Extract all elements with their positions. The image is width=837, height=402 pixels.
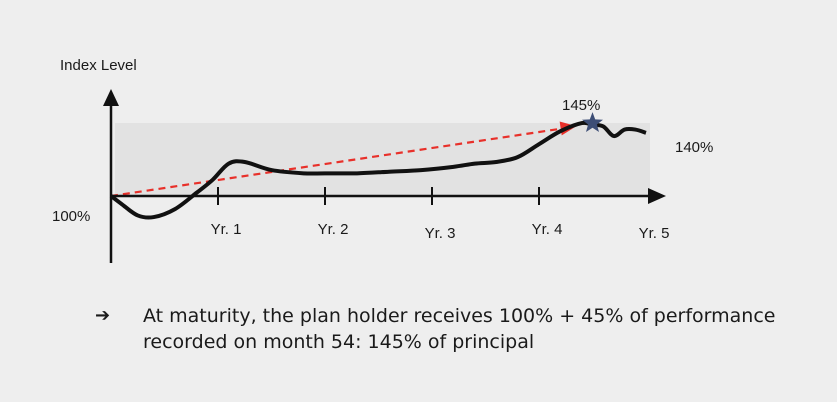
peak-star-marker — [582, 112, 603, 132]
index-line — [109, 120, 647, 220]
y-axis-label: Index Level — [60, 57, 137, 74]
end-value-label: 140% — [675, 139, 713, 156]
x-axis-arrow — [648, 188, 666, 204]
marker-label: 145% — [562, 97, 600, 114]
x-tick-label: Yr. 3 — [425, 225, 456, 242]
x-tick-label: Yr. 4 — [532, 221, 563, 238]
y-axis-arrow — [103, 89, 119, 106]
trend-arrow-line — [110, 126, 569, 198]
x-tick-label: Yr. 5 — [639, 225, 670, 242]
caption-text: At maturity, the plan holder receives 10… — [143, 305, 776, 353]
x-tick-label: Yr. 1 — [211, 221, 242, 238]
arrow-bullet-icon: ➔ — [95, 305, 111, 326]
caption: ➔ At maturity, the plan holder receives … — [95, 303, 815, 355]
baseline-label: 100% — [52, 208, 90, 225]
shaded-band — [115, 123, 650, 196]
x-tick-label: Yr. 2 — [318, 221, 349, 238]
